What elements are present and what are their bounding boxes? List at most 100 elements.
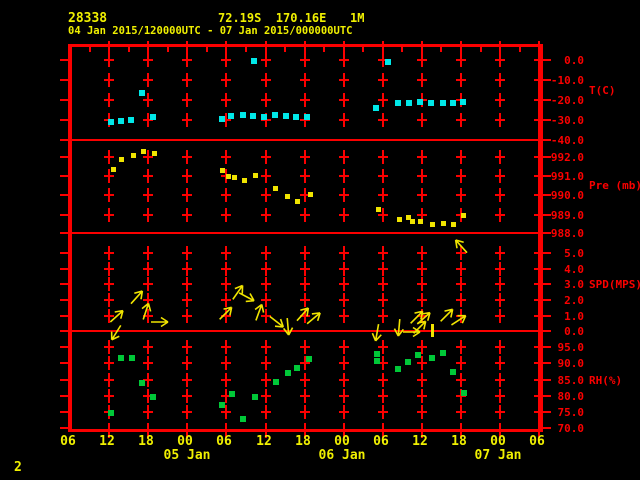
- grid-plus-tick: [182, 362, 192, 364]
- grid-plus-tick: [261, 252, 271, 254]
- grid-plus-tick: [495, 79, 505, 81]
- grid-plus-tick: [417, 59, 427, 61]
- grid-plus-tick: [143, 315, 153, 317]
- grid-plus-tick: [456, 175, 466, 177]
- grid-plus-tick: [221, 252, 231, 254]
- grid-plus-tick: [339, 268, 349, 270]
- wind-arrow: [306, 312, 321, 325]
- grid-plus-tick: [221, 346, 231, 348]
- x-axis-minor-tick: [362, 44, 365, 52]
- temp-point: [283, 113, 289, 119]
- grid-plus-tick: [143, 379, 153, 381]
- grid-plus-tick: [261, 156, 271, 158]
- grid-plus-tick: [300, 59, 310, 61]
- axis-label-temperature: 0.0: [564, 54, 584, 67]
- y-axis-left-tick: [60, 99, 68, 101]
- pressure-point: [119, 157, 124, 162]
- grid-plus-tick: [182, 299, 192, 301]
- calm-marker: [431, 324, 434, 337]
- grid-plus-tick: [300, 362, 310, 364]
- hour-label: 12: [99, 434, 115, 449]
- grid-plus-tick: [495, 411, 505, 413]
- grid-plus-tick: [104, 214, 114, 216]
- y-axis-right-tick: [543, 283, 551, 285]
- grid-plus-tick: [417, 268, 427, 270]
- grid-plus-tick: [456, 362, 466, 364]
- grid-plus-tick: [456, 283, 466, 285]
- grid-plus-tick: [417, 79, 427, 81]
- grid-plus-tick: [104, 346, 114, 348]
- x-axis-minor-tick: [69, 44, 71, 52]
- axis-label-temperature: -10.0: [550, 74, 584, 87]
- grid-plus-tick: [221, 395, 231, 397]
- pressure-point: [397, 217, 402, 222]
- x-axis-minor-tick: [401, 44, 404, 52]
- grid-plus-tick: [339, 99, 349, 101]
- pressure-point: [220, 168, 225, 173]
- grid-plus-tick: [182, 79, 192, 81]
- axis-label-temperature: -30.0: [550, 114, 584, 127]
- axis-label-wind_speed: 0.0: [564, 325, 584, 338]
- grid-plus-tick: [143, 362, 153, 364]
- rh-point: [440, 350, 446, 356]
- date-label: 05 Jan: [163, 448, 211, 463]
- wind-arrow: [219, 306, 233, 320]
- axis-label-wind_speed: 3.0: [564, 278, 584, 291]
- temp-point: [450, 100, 456, 106]
- grid-plus-tick: [182, 395, 192, 397]
- grid-plus-tick: [339, 315, 349, 317]
- y-axis-left-tick: [60, 59, 68, 61]
- grid-plus-tick: [143, 79, 153, 81]
- temp-point: [406, 100, 412, 106]
- grid-plus-tick: [300, 411, 310, 413]
- grid-plus-tick: [417, 411, 427, 413]
- y-axis-right-tick: [543, 119, 551, 121]
- axis-label-pressure: 991.0: [550, 170, 584, 183]
- grid-plus-tick: [104, 194, 114, 196]
- wind-arrow: [451, 314, 467, 326]
- axis-label-relative_humidity: 70.0: [557, 422, 585, 435]
- hour-label: 12: [256, 434, 272, 449]
- y-axis-right-tick: [543, 232, 551, 234]
- grid-plus-tick: [143, 59, 153, 61]
- grid-plus-tick: [182, 252, 192, 254]
- pressure-point: [406, 215, 411, 220]
- pressure-point: [232, 175, 237, 180]
- rh-point: [129, 355, 135, 361]
- rh-point: [374, 358, 380, 364]
- grid-plus-tick: [221, 214, 231, 216]
- temp-point: [139, 90, 145, 96]
- grid-plus-tick: [417, 346, 427, 348]
- y-axis-right-tick: [543, 379, 551, 381]
- x-axis-bottom-tick: [225, 423, 227, 438]
- x-axis-major-tick: [499, 41, 501, 56]
- grid-plus-tick: [378, 214, 388, 216]
- hour-label: 18: [295, 434, 311, 449]
- pressure-point: [273, 186, 278, 191]
- y-axis-left-tick: [60, 232, 68, 234]
- y-axis-right-tick: [543, 395, 551, 397]
- grid-plus-tick: [378, 362, 388, 364]
- temp-point: [293, 114, 299, 120]
- rh-point: [219, 402, 225, 408]
- hour-label: 00: [490, 434, 506, 449]
- grid-plus-tick: [300, 175, 310, 177]
- wind-arrow: [232, 284, 244, 300]
- grid-plus-tick: [221, 194, 231, 196]
- grid-plus-tick: [339, 411, 349, 413]
- grid-plus-tick: [182, 283, 192, 285]
- pressure-point: [131, 153, 136, 158]
- grid-plus-tick: [495, 283, 505, 285]
- grid-plus-tick: [495, 194, 505, 196]
- grid-plus-tick: [378, 268, 388, 270]
- grid-plus-tick: [339, 119, 349, 121]
- grid-plus-tick: [221, 299, 231, 301]
- grid-plus-tick: [143, 283, 153, 285]
- wind-arrow: [410, 310, 424, 324]
- x-axis-bottom-tick: [186, 423, 188, 438]
- pressure-point: [253, 173, 258, 178]
- grid-plus-tick: [300, 194, 310, 196]
- grid-plus-tick: [456, 119, 466, 121]
- grid-plus-tick: [182, 315, 192, 317]
- temp-point: [304, 114, 310, 120]
